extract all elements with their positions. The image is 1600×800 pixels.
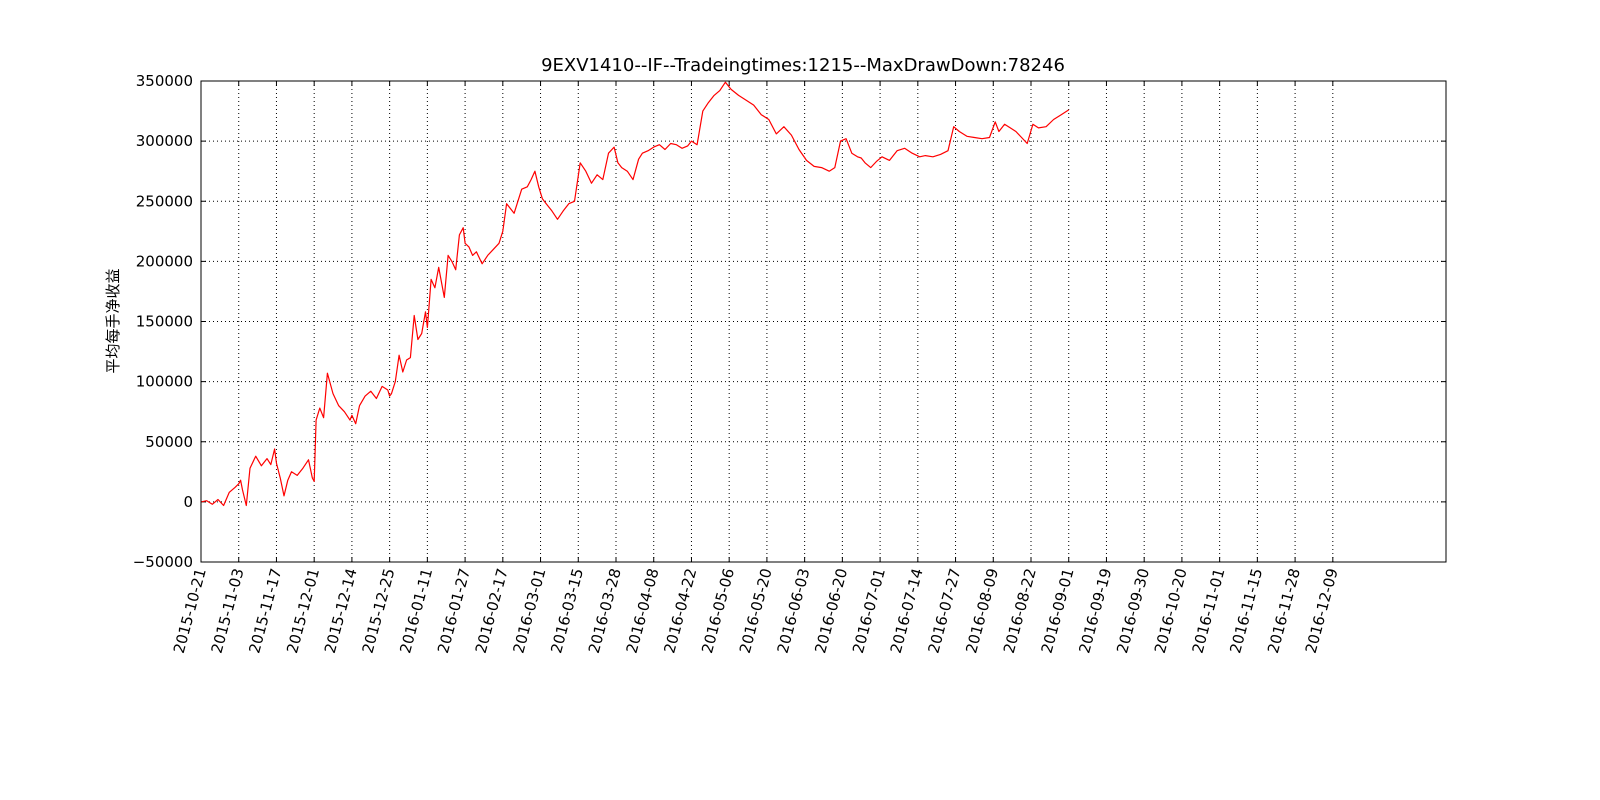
series-layer <box>200 81 1070 507</box>
plot-frame <box>200 80 1447 563</box>
y-tick-label: 300000 <box>136 132 193 150</box>
y-tick-label: −50000 <box>133 553 193 571</box>
y-tick-label: 100000 <box>136 373 193 391</box>
y-tick-label: 50000 <box>145 433 193 451</box>
y-axis-label: 平均每手净收益 <box>104 268 122 373</box>
y-tick-label: 0 <box>183 493 193 511</box>
grid-lines <box>201 81 1446 562</box>
y-axis-ticks: −50000 0 50000 100000 150000 200000 250000 3000… <box>133 72 1446 571</box>
y-tick-label: 250000 <box>136 192 193 210</box>
y-tick-label: 150000 <box>136 313 193 331</box>
y-tick-label: 200000 <box>136 252 193 270</box>
series-line <box>200 81 1070 507</box>
y-tick-label: 350000 <box>136 72 193 90</box>
chart-title: 9EXV1410--IF--Tradeingtimes:1215--MaxDra… <box>541 55 1065 76</box>
